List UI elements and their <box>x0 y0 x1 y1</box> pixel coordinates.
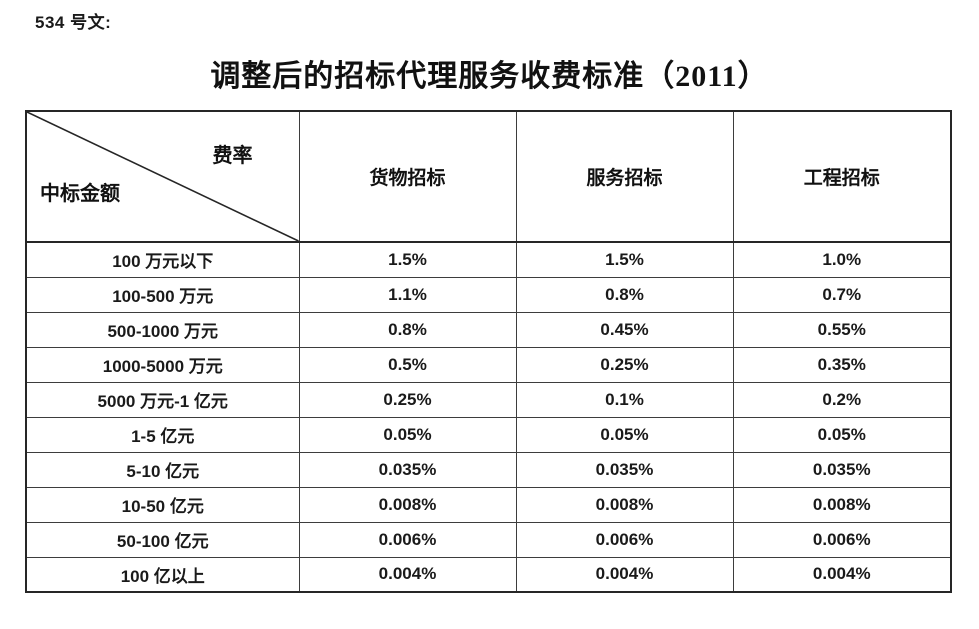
rate-cell: 0.006% <box>732 521 952 558</box>
rate-cell: 0.006% <box>515 521 734 558</box>
corner-label-amount: 中标金额 <box>40 183 120 205</box>
rate-cell: 0.05% <box>515 416 734 453</box>
rate-cell: 0.008% <box>732 486 952 523</box>
amount-cell: 5-10 亿元 <box>25 451 300 488</box>
amount-cell: 50-100 亿元 <box>25 521 300 558</box>
rate-cell: 0.004% <box>515 556 734 593</box>
amount-cell: 1000-5000 万元 <box>25 346 300 383</box>
rate-cell: 0.2% <box>732 381 952 418</box>
column-header-services: 服务招标 <box>515 110 734 243</box>
rate-cell: 1.5% <box>515 241 734 278</box>
page-title: 调整后的招标代理服务收费标准（2011） <box>210 60 769 93</box>
table-row: 5-10 亿元 0.035% 0.035% 0.035% <box>25 451 952 488</box>
rate-cell: 0.004% <box>732 556 952 593</box>
corner-label-rate: 费率 <box>212 145 253 167</box>
rate-cell: 0.55% <box>732 311 952 348</box>
rate-cell: 0.006% <box>298 521 517 558</box>
rate-cell: 0.004% <box>298 556 517 593</box>
rate-cell: 0.8% <box>515 276 734 313</box>
table-row: 500-1000 万元 0.8% 0.45% 0.55% <box>25 311 952 348</box>
table-row: 10-50 亿元 0.008% 0.008% 0.008% <box>25 486 952 523</box>
rate-cell: 0.35% <box>732 346 952 383</box>
rate-cell: 0.8% <box>298 311 517 348</box>
rate-cell: 0.5% <box>298 346 517 383</box>
amount-cell: 500-1000 万元 <box>25 311 300 348</box>
rate-cell: 0.25% <box>515 346 734 383</box>
rate-cell: 0.035% <box>515 451 734 488</box>
rate-cell: 0.008% <box>298 486 517 523</box>
rate-cell: 1.1% <box>298 276 517 313</box>
column-header-engineering: 工程招标 <box>732 110 952 243</box>
amount-cell: 100 亿以上 <box>25 556 300 593</box>
rate-cell: 0.05% <box>298 416 517 453</box>
table-row: 1000-5000 万元 0.5% 0.25% 0.35% <box>25 346 952 383</box>
fee-table: 费率 中标金额 货物招标 服务招标 工程招标 100 万元以下 1.5% 1.5% 1… <box>25 110 952 593</box>
rate-cell: 0.1% <box>515 381 734 418</box>
table-row: 50-100 亿元 0.006% 0.006% 0.006% <box>25 521 952 558</box>
rate-cell: 1.0% <box>732 241 952 278</box>
table-row: 5000 万元-1 亿元 0.25% 0.1% 0.2% <box>25 381 952 418</box>
table-header-row: 费率 中标金额 货物招标 服务招标 工程招标 <box>25 110 952 243</box>
amount-cell: 1-5 亿元 <box>25 416 300 453</box>
table-row: 100 万元以下 1.5% 1.5% 1.0% <box>25 241 952 278</box>
table-row: 1-5 亿元 0.05% 0.05% 0.05% <box>25 416 952 453</box>
rate-cell: 0.035% <box>732 451 952 488</box>
rate-cell: 0.035% <box>298 451 517 488</box>
rate-cell: 1.5% <box>298 241 517 278</box>
amount-cell: 5000 万元-1 亿元 <box>25 381 300 418</box>
fee-table-body: 100 万元以下 1.5% 1.5% 1.0% 100-500 万元 1.1% 0.8% 0.… <box>25 241 952 593</box>
amount-cell: 100 万元以下 <box>25 241 300 278</box>
table-row: 100 亿以上 0.004% 0.004% 0.004% <box>25 556 952 593</box>
rate-cell: 0.008% <box>515 486 734 523</box>
rate-cell: 0.7% <box>732 276 952 313</box>
table-row: 100-500 万元 1.1% 0.8% 0.7% <box>25 276 952 313</box>
rate-cell: 0.45% <box>515 311 734 348</box>
rate-cell: 0.25% <box>298 381 517 418</box>
corner-header-cell: 费率 中标金额 <box>25 110 300 243</box>
diagonal-divider-line <box>27 112 299 241</box>
amount-cell: 10-50 亿元 <box>25 486 300 523</box>
amount-cell: 100-500 万元 <box>25 276 300 313</box>
doc-ref-label: 534 号文: <box>35 13 112 32</box>
rate-cell: 0.05% <box>732 416 952 453</box>
column-header-goods: 货物招标 <box>298 110 517 243</box>
